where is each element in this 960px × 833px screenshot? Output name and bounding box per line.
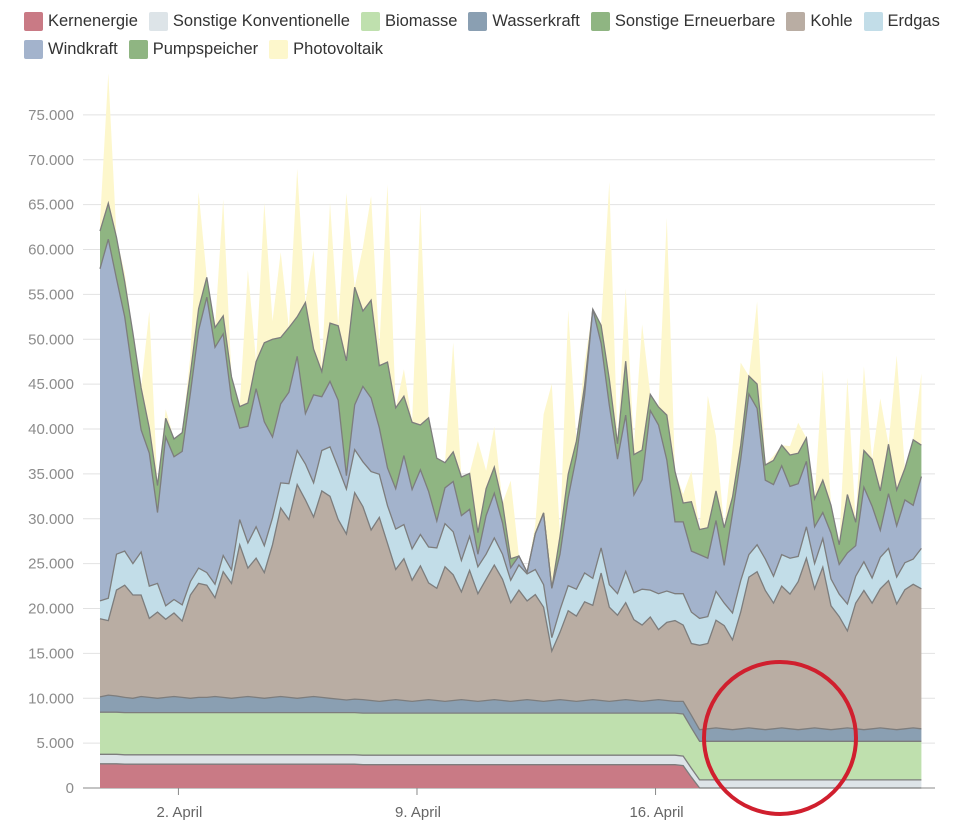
series-boundary-line xyxy=(99,482,922,654)
legend-swatch xyxy=(590,11,610,31)
series-boundary-line xyxy=(99,239,923,589)
series-area-photovoltaik xyxy=(100,73,922,589)
highlight-circle xyxy=(702,660,858,816)
legend-swatch xyxy=(24,11,43,31)
legend-swatch xyxy=(360,11,380,31)
y-tick-label: 70.000 xyxy=(28,152,74,169)
x-tick-label: 9. April xyxy=(395,804,441,821)
x-tick-label: 2. April xyxy=(156,804,202,821)
series-boundary-line xyxy=(100,711,922,742)
x-tick-label: 16. April xyxy=(629,804,683,821)
series-boundary-line xyxy=(99,694,922,731)
legend-item-biomasse[interactable]: Biomasse xyxy=(360,10,458,32)
legend-item-photovoltaik[interactable]: Photovoltaik xyxy=(269,38,383,60)
series-area-kohle xyxy=(100,484,922,730)
legend-item-wasserkraft[interactable]: Wasserkraft xyxy=(468,10,580,32)
y-tick-label: 20.000 xyxy=(28,601,74,618)
legend-item-kohle[interactable]: Kohle xyxy=(786,10,853,32)
y-tick-label: 0 xyxy=(66,780,74,797)
legend-label: Windkraft xyxy=(48,39,118,58)
legend-label: Biomasse xyxy=(384,11,458,30)
y-tick-label: 15.000 xyxy=(28,645,74,662)
series-area-erdgas xyxy=(100,446,922,652)
y-tick-label: 30.000 xyxy=(28,511,74,528)
legend-swatch xyxy=(863,11,883,31)
x-axis: 2. April 9. April 16. April xyxy=(156,788,684,821)
series-area-kernenergie xyxy=(100,763,922,788)
legend-swatch xyxy=(128,39,148,59)
legend-swatch xyxy=(786,11,806,31)
legend-label: Wasserkraft xyxy=(492,11,580,30)
legend-label: Sonstige Konventionelle xyxy=(172,11,350,30)
series-areas xyxy=(99,73,923,789)
y-axis: 0 5.000 10.000 15.000 20.000 25.000 30.000 35.0… xyxy=(28,107,74,797)
series-area-biomasse xyxy=(100,712,922,780)
legend-swatch xyxy=(24,39,43,59)
legend-label: Erdgas xyxy=(887,11,940,30)
legend-item-windkraft[interactable]: Windkraft xyxy=(24,38,118,60)
legend-swatch xyxy=(468,11,488,31)
legend-label: Kohle xyxy=(810,11,853,30)
series-area-wasserkraft xyxy=(100,695,922,742)
y-tick-label: 5.000 xyxy=(36,735,74,752)
y-tick-label: 60.000 xyxy=(28,242,74,259)
legend-item-kernenergie[interactable]: Kernenergie xyxy=(24,10,138,32)
series-boundary-line xyxy=(100,763,922,789)
y-tick-label: 10.000 xyxy=(28,690,74,707)
y-tick-label: 75.000 xyxy=(28,107,74,124)
y-tick-label: 25.000 xyxy=(28,556,74,573)
series-boundary-line xyxy=(99,446,922,638)
legend-item-sonstige-konventionelle[interactable]: Sonstige Konventionelle xyxy=(148,10,350,32)
y-tick-label: 50.000 xyxy=(28,331,74,348)
y-tick-label: 45.000 xyxy=(28,376,74,393)
legend-item-pumpspeicher[interactable]: Pumpspeicher xyxy=(128,38,259,60)
y-tick-label: 40.000 xyxy=(28,421,74,438)
y-tick-label: 65.000 xyxy=(28,197,74,214)
legend-label: Pumpspeicher xyxy=(152,39,259,58)
series-area-windkraft xyxy=(100,239,922,638)
series-boundary-line xyxy=(100,753,922,781)
series-boundary-line xyxy=(99,200,922,589)
y-tick-label: 35.000 xyxy=(28,466,74,483)
legend-label: Sonstige Erneuerbare xyxy=(614,11,776,30)
legend-label: Photovoltaik xyxy=(293,39,384,58)
legend-label: Kernenergie xyxy=(48,11,138,30)
legend-swatch xyxy=(148,11,168,31)
y-tick-label: 55.000 xyxy=(28,286,74,303)
series-area-sonstige-konventionelle xyxy=(100,754,922,788)
legend-item-sonstige-erneuerbare[interactable]: Sonstige Erneuerbare xyxy=(590,10,776,32)
legend-swatch xyxy=(269,39,289,59)
legend: Kernenergie Sonstige Konventionelle Biom… xyxy=(24,10,954,60)
legend-item-erdgas[interactable]: Erdgas xyxy=(863,10,940,32)
